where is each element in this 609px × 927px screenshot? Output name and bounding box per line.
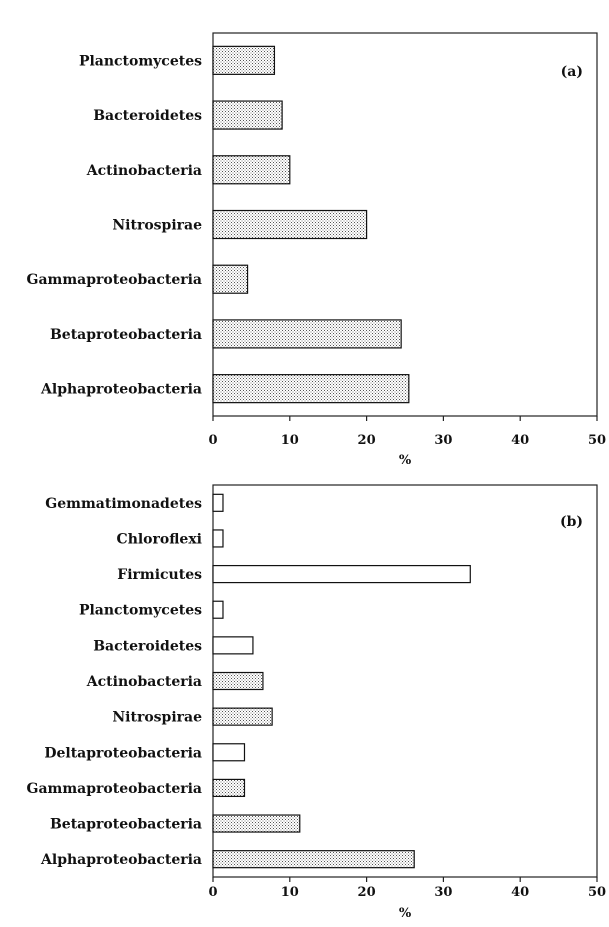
panel-a-category-label-3: Nitrospirae xyxy=(112,218,202,234)
panel-b-bar-2 xyxy=(212,564,471,584)
panel-b-bar-9 xyxy=(212,814,301,833)
panel-b-category-label-4: Bacteroidetes xyxy=(93,638,202,654)
panel-a-category-label-2: Actinobacteria xyxy=(86,163,202,179)
panel-b-category-label-8: Gammaproteobacteria xyxy=(27,781,202,797)
panel-b-category-label-6: Nitrospirae xyxy=(112,710,202,726)
panel-a-x-tick-label-5: 50 xyxy=(588,433,606,448)
panel-a-x-axis-title: % xyxy=(399,453,412,468)
panel-b-x-tick-label-3: 30 xyxy=(434,885,452,900)
panel-a-category-label-6: Alphaproteobacteria xyxy=(40,382,202,398)
panel-a-bar-2 xyxy=(212,155,291,185)
panel-a-category-label-0: Planctomycetes xyxy=(79,53,202,69)
panel-b-category-label-2: Firmicutes xyxy=(117,567,202,583)
panel-b-bar-8 xyxy=(212,778,246,798)
panel-b-bar-10 xyxy=(212,850,415,869)
panel-a-category-label-1: Bacteroidetes xyxy=(93,108,202,124)
panel-b: Gemmatimonadetes Chloroflexi Firmicutes Pla… xyxy=(27,484,606,921)
panel-a-x-tick-label-4: 40 xyxy=(511,433,529,448)
panel-b-bar-3 xyxy=(212,600,224,619)
panel-b-x-tick-label-1: 10 xyxy=(281,885,299,900)
panel-b-bar-0 xyxy=(212,493,224,512)
panel-a-x-tick-label-3: 30 xyxy=(434,433,452,448)
panel-a-bar-5 xyxy=(212,319,402,349)
panel-a-panel-label: (a) xyxy=(561,64,583,80)
panel-b-bar-6 xyxy=(212,707,273,726)
panel-b-x-axis-title: % xyxy=(399,906,412,921)
panel-a: Planctomycetes Bacteroidetes Actinobacteri… xyxy=(27,32,606,468)
panel-b-bar-5 xyxy=(212,671,264,691)
panel-a-bar-0 xyxy=(212,45,276,75)
panel-b-bar-4 xyxy=(212,636,254,655)
panel-b-category-label-7: Deltaproteobacteria xyxy=(44,745,202,761)
panel-a-x-tick-label-1: 10 xyxy=(281,433,299,448)
panel-b-bar-7 xyxy=(212,743,246,762)
panel-b-category-label-1: Chloroflexi xyxy=(117,531,202,547)
panel-b-category-label-3: Planctomycetes xyxy=(79,603,202,619)
panel-a-bar-1 xyxy=(212,100,283,130)
panel-a-category-label-5: Betaproteobacteria xyxy=(50,327,202,343)
panel-a-bar-6 xyxy=(212,374,410,404)
panel-b-panel-label: (b) xyxy=(560,514,583,530)
panel-b-category-label-10: Alphaproteobacteria xyxy=(40,852,202,868)
panel-b-category-label-9: Betaproteobacteria xyxy=(50,817,202,833)
panel-b-x-tick-label-0: 0 xyxy=(208,885,217,900)
panel-a-bar-3 xyxy=(212,209,368,240)
panel-b-x-tick-label-5: 50 xyxy=(588,885,606,900)
panel-a-x-tick-label-2: 20 xyxy=(358,433,376,448)
panel-b-x-tick-label-2: 20 xyxy=(358,885,376,900)
panel-b-bar-1 xyxy=(212,529,224,548)
panel-b-x-tick-label-4: 40 xyxy=(511,885,529,900)
panel-a-bar-4 xyxy=(212,264,249,294)
panel-a-category-label-4: Gammaproteobacteria xyxy=(27,272,202,288)
panel-b-category-label-0: Gemmatimonadetes xyxy=(45,496,202,512)
panel-a-x-tick-label-0: 0 xyxy=(208,433,217,448)
panel-b-category-label-5: Actinobacteria xyxy=(86,674,202,690)
